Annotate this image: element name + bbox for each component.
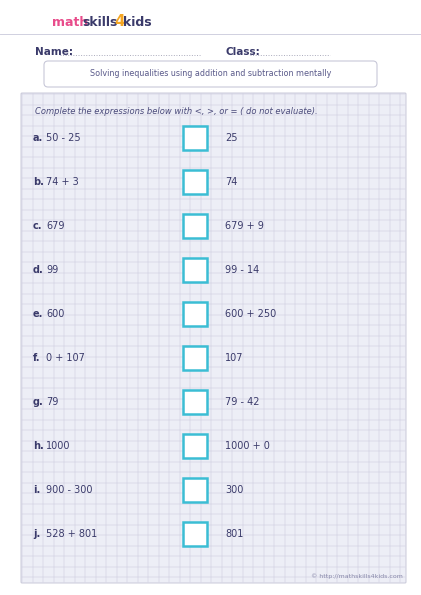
Text: 600: 600 <box>46 309 64 319</box>
FancyBboxPatch shape <box>21 93 406 583</box>
Text: g.: g. <box>33 397 44 407</box>
Text: 900 - 300: 900 - 300 <box>46 485 93 495</box>
Text: 1000: 1000 <box>46 441 70 451</box>
Text: kids: kids <box>123 15 152 29</box>
Text: 300: 300 <box>225 485 243 495</box>
Bar <box>183 214 207 238</box>
Bar <box>183 390 207 414</box>
Text: 25: 25 <box>225 133 237 143</box>
Text: 99 - 14: 99 - 14 <box>225 265 259 275</box>
Bar <box>183 434 207 458</box>
Text: Complete the expressions below with <, >, or = ( do not evaluate).: Complete the expressions below with <, >… <box>35 108 317 117</box>
Text: 1000 + 0: 1000 + 0 <box>225 441 270 451</box>
FancyBboxPatch shape <box>44 61 377 87</box>
Bar <box>183 258 207 282</box>
Text: 79: 79 <box>46 397 59 407</box>
Text: 74: 74 <box>225 177 237 187</box>
Text: 679: 679 <box>46 221 64 231</box>
Text: math: math <box>52 15 88 29</box>
Text: 0 + 107: 0 + 107 <box>46 353 85 363</box>
Text: h.: h. <box>33 441 44 451</box>
Text: d.: d. <box>33 265 44 275</box>
Bar <box>183 126 207 150</box>
Bar <box>183 170 207 194</box>
Text: b.: b. <box>33 177 44 187</box>
Text: 801: 801 <box>225 529 243 539</box>
Bar <box>183 478 207 502</box>
Text: f.: f. <box>33 353 40 363</box>
Text: skills: skills <box>82 15 117 29</box>
Text: 4: 4 <box>114 14 125 30</box>
Text: Solving inequalities using addition and subtraction mentally: Solving inequalities using addition and … <box>90 70 331 79</box>
Bar <box>183 302 207 326</box>
Text: © http://mathskills4kids.com: © http://mathskills4kids.com <box>311 573 403 579</box>
Text: j.: j. <box>33 529 40 539</box>
Text: Name:: Name: <box>35 47 73 57</box>
Bar <box>183 522 207 546</box>
Text: i.: i. <box>33 485 40 495</box>
Text: a.: a. <box>33 133 43 143</box>
Text: 50 - 25: 50 - 25 <box>46 133 81 143</box>
Text: 600 + 250: 600 + 250 <box>225 309 276 319</box>
Text: 528 + 801: 528 + 801 <box>46 529 97 539</box>
Text: 107: 107 <box>225 353 243 363</box>
Text: 99: 99 <box>46 265 58 275</box>
Bar <box>183 346 207 370</box>
Text: Class:: Class: <box>225 47 260 57</box>
Text: 79 - 42: 79 - 42 <box>225 397 259 407</box>
Text: c.: c. <box>33 221 43 231</box>
Text: e.: e. <box>33 309 43 319</box>
Text: 679 + 9: 679 + 9 <box>225 221 264 231</box>
Text: 74 + 3: 74 + 3 <box>46 177 79 187</box>
